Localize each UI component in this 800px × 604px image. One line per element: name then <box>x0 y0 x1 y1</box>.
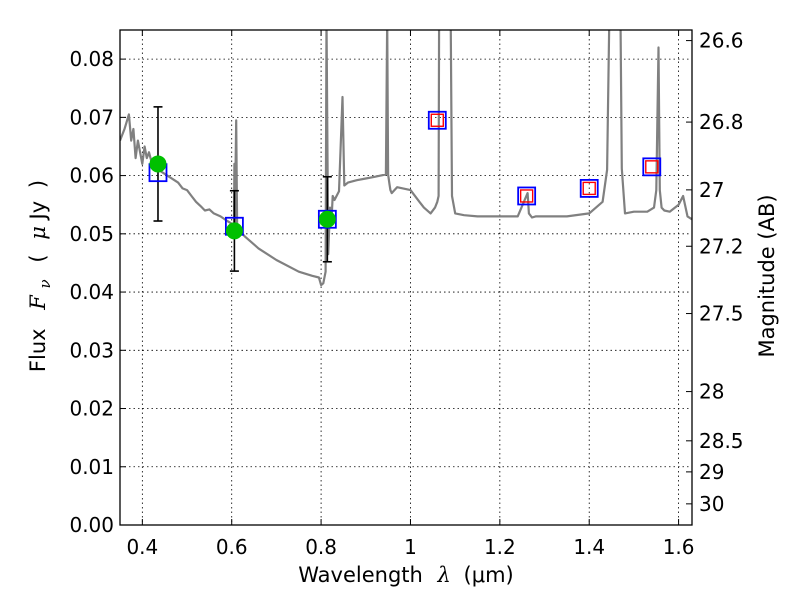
y-tick-label: 0.00 <box>69 513 114 537</box>
right-tick-labels: 26.6 26.8 27 27.2 27.5 28 28.5 29 30 <box>699 29 744 516</box>
right-tick-label: 29 <box>699 460 724 484</box>
y-tick-label: 0.03 <box>69 338 114 362</box>
x-tick-label: 1.2 <box>484 535 516 559</box>
x-axis-label: Wavelength λ (μm) <box>298 563 513 587</box>
right-tick-label: 27 <box>699 178 724 202</box>
right-tick-label: 28.5 <box>699 429 744 453</box>
upper-limit-square <box>430 113 444 127</box>
upper-limit-square <box>582 181 596 196</box>
right-tick-label: 27.5 <box>699 302 744 326</box>
y-axis-label-jy: Jy <box>26 201 50 222</box>
right-tick-label: 26.8 <box>699 110 744 134</box>
y-axis-label-open: ( <box>26 254 50 262</box>
y-axis-label-subscript: ν <box>36 279 54 288</box>
model-flux-square <box>642 157 662 177</box>
y-tick-label: 0.04 <box>69 280 114 304</box>
grid-lines <box>120 30 692 526</box>
observed-flux-point <box>318 210 336 228</box>
observed-flux-point <box>149 155 167 173</box>
right-axis-label: Magnitude (AB) <box>755 194 779 357</box>
y-tick-label: 0.08 <box>69 47 114 71</box>
model-spectrum-layer <box>120 30 692 287</box>
x-tick-label: 1.6 <box>663 535 695 559</box>
y-axis-label-symbol: F <box>26 294 50 311</box>
right-tick-label: 28 <box>699 380 724 404</box>
y-tick-label: 0.01 <box>69 455 114 479</box>
x-tick-labels: 0.4 0.6 0.8 1 1.2 1.4 1.6 <box>126 535 694 559</box>
observed-flux-point <box>225 222 243 240</box>
plot-frame <box>119 29 693 526</box>
y-tick-labels: 0.00 0.01 0.02 0.03 0.04 0.05 0.06 0.07 0.08 <box>69 47 114 537</box>
errorbar-layer <box>153 106 332 272</box>
upper-limit-square <box>645 160 659 174</box>
y-tick-label: 0.05 <box>69 222 114 246</box>
x-tick-label: 1 <box>404 535 417 559</box>
y-axis-label: Flux F ν ( μ Jy ) <box>26 180 55 372</box>
tick-marks <box>120 30 692 526</box>
y-tick-label: 0.07 <box>69 105 114 129</box>
x-axis-label-symbol: λ <box>437 563 451 587</box>
right-tick-label: 26.6 <box>699 29 744 53</box>
x-axis-label-text: Wavelength <box>298 563 423 587</box>
model-flux-square <box>517 186 537 206</box>
y-axis-label-mu: μ <box>26 226 50 240</box>
x-tick-label: 0.6 <box>216 535 248 559</box>
x-tick-label: 0.4 <box>126 535 158 559</box>
model-flux-square <box>427 110 447 130</box>
y-axis-label-text: Flux <box>26 328 50 372</box>
y-axis-label-close: ) <box>26 180 50 188</box>
right-tick-label: 27.2 <box>699 234 744 258</box>
y-tick-label: 0.02 <box>69 397 114 421</box>
upper-limit-square <box>519 189 534 203</box>
x-tick-label: 0.8 <box>305 535 337 559</box>
right-tick-label: 30 <box>699 492 724 516</box>
marker-layer <box>148 110 662 240</box>
model-spectrum-line <box>120 30 692 287</box>
y-tick-label: 0.06 <box>69 164 114 188</box>
x-tick-label: 1.4 <box>573 535 605 559</box>
model-flux-square <box>579 178 599 198</box>
x-axis-label-units: (μm) <box>464 563 514 587</box>
